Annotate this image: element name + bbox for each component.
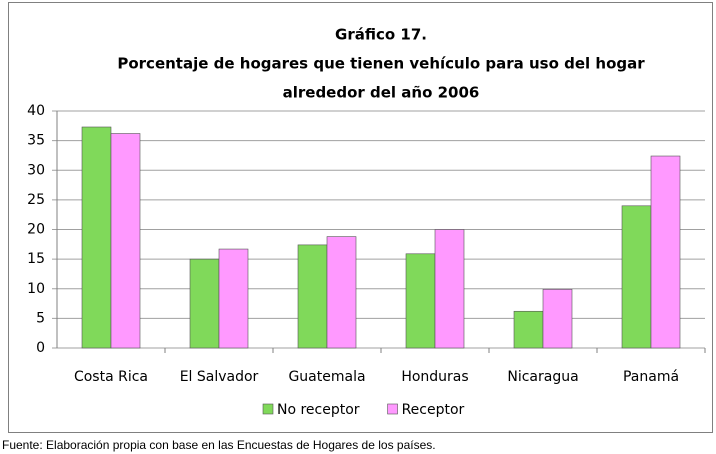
x-tick-label: Nicaragua	[507, 369, 578, 385]
source-note: Fuente: Elaboración propia con base en l…	[2, 438, 436, 452]
bar	[650, 155, 681, 349]
y-tick-label: 10	[27, 281, 45, 297]
bar	[297, 244, 328, 349]
legend-swatch	[262, 403, 274, 415]
y-tick-label: 30	[27, 162, 45, 178]
x-tick-label: Panamá	[623, 369, 679, 385]
bar	[189, 258, 220, 349]
y-tick-label: 15	[27, 251, 45, 267]
x-tick-label: Costa Rica	[74, 369, 148, 385]
y-tick-label: 5	[36, 310, 45, 326]
x-tick-label: Honduras	[401, 369, 468, 385]
legend-swatch	[387, 403, 398, 415]
bar	[513, 310, 544, 349]
y-tick-label: 25	[27, 192, 45, 208]
bar	[110, 133, 141, 349]
chart-subtitle: Porcentaje de hogares que tienen vehícul…	[117, 55, 645, 73]
legend-label: No receptor	[277, 402, 360, 418]
chart-subtitle: alrededor del año 2006	[283, 84, 480, 102]
bar	[621, 205, 652, 349]
y-tick-label: 35	[27, 133, 45, 149]
bar	[81, 126, 112, 349]
bar	[434, 229, 465, 349]
x-tick-label: Guatemala	[288, 369, 365, 385]
bar	[542, 289, 573, 349]
bar	[405, 253, 436, 349]
bar	[218, 248, 249, 349]
x-tick-label: El Salvador	[180, 369, 259, 385]
chart-title: Gráfico 17.	[335, 26, 427, 44]
legend-label: Receptor	[402, 402, 465, 418]
y-tick-label: 40	[27, 103, 45, 119]
bar	[326, 236, 357, 349]
y-tick-label: 20	[27, 222, 45, 238]
y-tick-label: 0	[36, 340, 45, 356]
